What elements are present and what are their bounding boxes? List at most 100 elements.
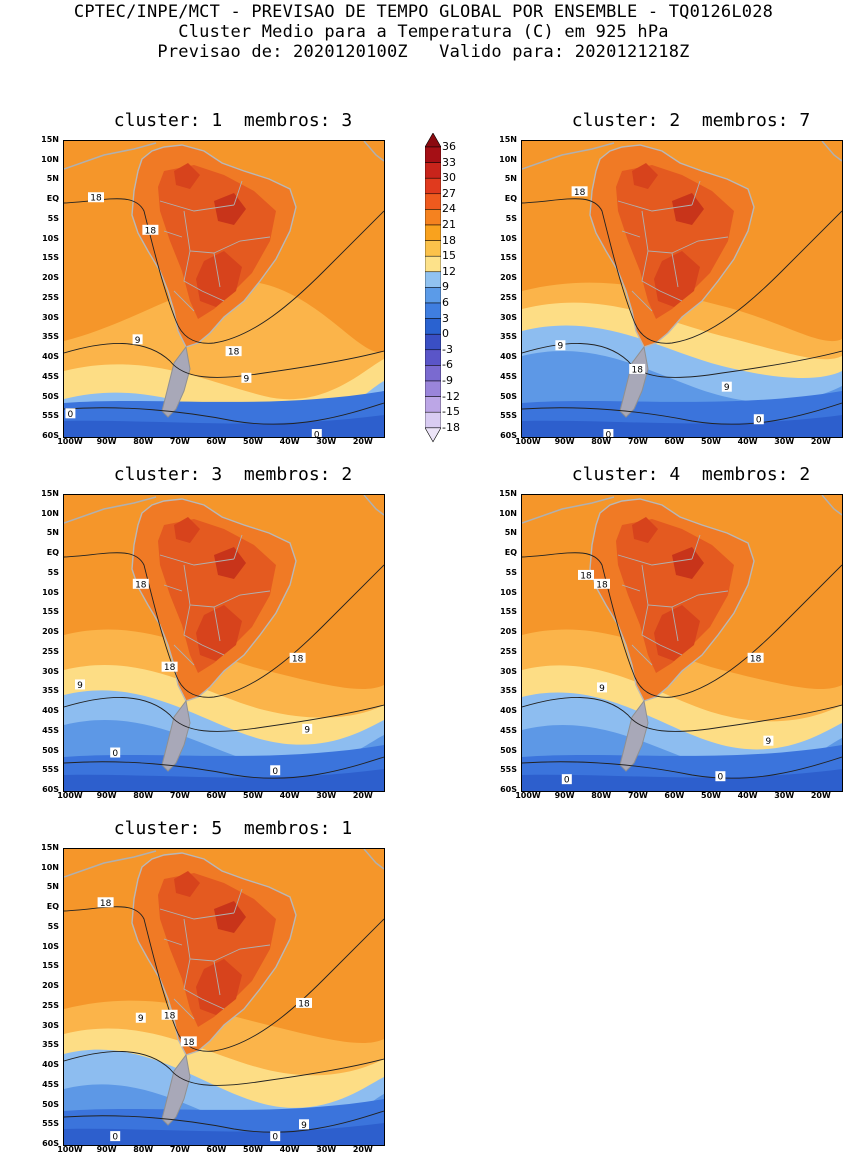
country-border — [213, 606, 221, 642]
country-border — [671, 236, 729, 254]
colorbar-swatch — [425, 380, 441, 397]
y-tick-label: 55S — [42, 411, 59, 421]
y-tick-label: 25S — [42, 1000, 59, 1010]
y-tick-label: 45S — [42, 371, 59, 381]
x-tick-label: 50W — [243, 437, 263, 446]
panel-title: cluster: 3 membros: 2 — [113, 464, 353, 485]
x-tick-label: 90W — [96, 791, 117, 800]
hot-core — [174, 163, 200, 189]
y-tick-label: 10N — [41, 862, 59, 872]
x-tick-label: 20W — [352, 791, 373, 800]
y-tick-label: 40S — [42, 352, 59, 362]
x-tick-label: 80W — [591, 791, 612, 800]
x-tick-label: 30W — [316, 791, 337, 800]
y-tick-label: 60S — [42, 1139, 59, 1148]
colorbar-tick-label: 27 — [442, 186, 456, 200]
contour-label: 0 — [715, 771, 726, 783]
contour-0 — [64, 402, 384, 425]
y-tick-label: 20S — [500, 627, 517, 637]
y-tick-label: 40S — [500, 706, 517, 716]
colorbar-tick-label: 36 — [442, 140, 456, 153]
contour-9 — [64, 697, 384, 732]
colorbar-tick-label: -9 — [442, 374, 453, 387]
contour-label: 9 — [555, 340, 566, 352]
contour-label: 0 — [110, 1131, 121, 1143]
contour-18 — [522, 198, 842, 344]
svg-text:0: 0 — [112, 749, 118, 759]
x-tick-label: 40W — [737, 437, 758, 446]
svg-text:18: 18 — [228, 348, 240, 358]
map-canvas: 18 18 18 9 9 0 0 — [522, 495, 842, 791]
y-tick-label: 10S — [42, 587, 59, 597]
x-tick-label: 20W — [352, 1145, 373, 1154]
colorbar-tick-label: 12 — [442, 264, 456, 278]
y-tick-label: 50S — [42, 1099, 59, 1109]
country-border — [631, 290, 653, 312]
country-border — [671, 606, 679, 642]
x-tick-label: 40W — [737, 791, 758, 800]
contour-label: 9 — [299, 1119, 309, 1131]
y-tick-label: 10S — [500, 233, 517, 243]
x-tick-label: 60W — [664, 437, 685, 446]
x-tick-label: 30W — [316, 437, 337, 446]
svg-text:18: 18 — [183, 1038, 195, 1048]
contour-label: 9 — [132, 334, 143, 346]
y-tick-label: 20S — [500, 273, 517, 283]
colorbar-swatch — [425, 240, 441, 257]
contour-18 — [64, 552, 384, 698]
contour-label: 18 — [571, 186, 588, 198]
y-tick-label: 50S — [42, 745, 59, 755]
hot-core — [158, 873, 276, 1027]
svg-text:18: 18 — [596, 580, 608, 590]
x-tick-label: 100W — [57, 437, 83, 446]
colorbar-tick-label: -15 — [442, 405, 460, 419]
svg-text:9: 9 — [244, 374, 250, 384]
y-tick-label: 45S — [42, 1079, 59, 1089]
hot-core — [672, 193, 704, 225]
colorbar-swatches — [425, 133, 441, 443]
africa-coast — [363, 495, 384, 516]
x-tick-label: 50W — [243, 1145, 263, 1154]
contour-9 — [522, 697, 842, 732]
colorbar-swatch — [425, 302, 441, 319]
x-tick-label: 50W — [701, 437, 721, 446]
title-line-2: Cluster Medio para a Temperatura (C) em … — [178, 22, 669, 42]
x-tick-label: 20W — [352, 437, 373, 446]
colorbar-swatch — [425, 411, 441, 429]
country-border — [213, 236, 271, 254]
contour-0 — [64, 756, 384, 779]
country-border — [201, 998, 225, 1010]
y-tick-label: 40S — [42, 706, 59, 716]
svg-text:18: 18 — [631, 365, 643, 375]
y-tick-label: 5N — [46, 174, 59, 184]
hot-core — [214, 901, 246, 933]
colorbar-swatch — [425, 396, 441, 413]
x-tick-label: 60W — [206, 437, 227, 446]
country-border — [183, 250, 203, 292]
country-border — [671, 590, 729, 608]
svg-text:18: 18 — [580, 571, 592, 581]
y-tick-label: 40S — [500, 352, 517, 362]
colorbar-tick-label: -12 — [442, 389, 460, 403]
y-tick-label: 35S — [500, 332, 517, 342]
central-america-coast — [64, 850, 157, 878]
temperature-map: 18 9 18 9 0 0 — [521, 140, 843, 438]
x-tick-label: 70W — [169, 437, 190, 446]
contour-label: 9 — [721, 381, 732, 393]
contour-label: 18 — [747, 652, 764, 664]
y-tick-label: 10S — [42, 941, 59, 951]
colorbar-tick-label: 33 — [442, 155, 456, 169]
x-tick-label: 90W — [554, 791, 575, 800]
central-america-coast — [64, 496, 157, 524]
colorbar-swatch — [425, 333, 441, 351]
colorbar-tick-label: -18 — [442, 420, 460, 434]
country-border — [159, 200, 235, 212]
x-tick-label: 70W — [627, 437, 648, 446]
temperature-band — [64, 415, 384, 437]
x-tick-label: 60W — [206, 1145, 227, 1154]
y-tick-label: 15N — [41, 135, 59, 144]
svg-text:9: 9 — [558, 342, 564, 352]
africa-coast — [821, 495, 842, 516]
colorbar-tick-label: 21 — [442, 218, 456, 231]
svg-text:9: 9 — [599, 684, 605, 694]
